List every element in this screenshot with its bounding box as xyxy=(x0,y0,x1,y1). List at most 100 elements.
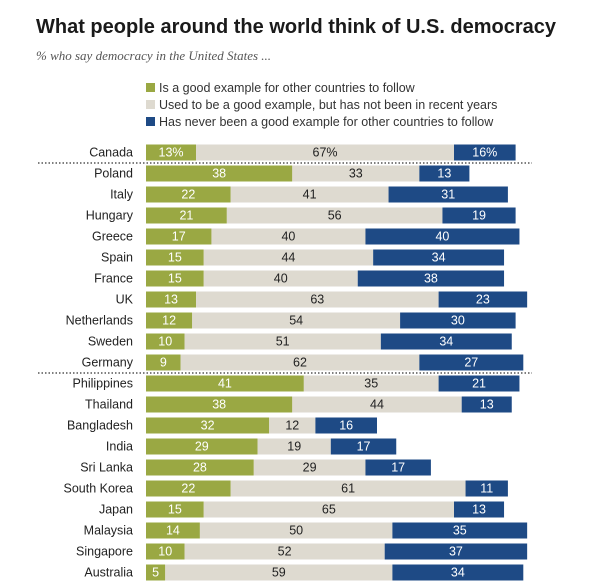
category-label-sweden: Sweden xyxy=(88,335,133,349)
bar-good-malaysia xyxy=(146,522,200,539)
bar-never-italy xyxy=(388,186,508,203)
data-label-good-sweden: 10 xyxy=(158,335,172,349)
data-label-good-thailand: 38 xyxy=(212,398,226,412)
bar-good-france xyxy=(146,270,204,287)
bar-good-uk xyxy=(146,291,197,308)
data-label-never-germany: 27 xyxy=(464,356,478,370)
bar-used-to-be-italy xyxy=(230,186,389,203)
legend-item-never: Has never been a good example for other … xyxy=(146,113,497,130)
bar-never-thailand xyxy=(461,396,512,413)
bar-never-greece xyxy=(365,228,520,245)
bar-good-germany xyxy=(146,354,181,371)
data-label-never-thailand: 13 xyxy=(480,398,494,412)
data-label-never-philippines: 21 xyxy=(472,377,486,391)
category-label-netherlands: Netherlands xyxy=(66,314,133,328)
data-label-good-australia: 5 xyxy=(152,566,159,580)
bar-used-to-be-japan xyxy=(203,501,454,518)
bar-never-singapore xyxy=(384,543,528,560)
data-label-good-japan: 15 xyxy=(168,503,182,517)
bar-never-germany xyxy=(419,354,524,371)
bar-good-india xyxy=(146,438,258,455)
bar-used-to-be-bangladesh xyxy=(269,417,316,434)
data-label-good-germany: 9 xyxy=(160,356,167,370)
bar-good-australia xyxy=(146,564,166,581)
bar-good-netherlands xyxy=(146,312,193,329)
data-label-used-to-be-sweden: 51 xyxy=(276,335,290,349)
data-label-never-australia: 34 xyxy=(451,566,465,580)
category-label-italy: Italy xyxy=(110,188,134,202)
data-label-good-india: 29 xyxy=(195,440,209,454)
bar-good-japan xyxy=(146,501,204,518)
data-label-used-to-be-australia: 59 xyxy=(272,566,286,580)
data-label-used-to-be-bangladesh: 12 xyxy=(285,419,299,433)
bar-never-australia xyxy=(392,564,524,581)
data-label-never-malaysia: 35 xyxy=(453,524,467,538)
bar-used-to-be-germany xyxy=(180,354,420,371)
bar-never-south-korea xyxy=(465,480,508,497)
category-label-japan: Japan xyxy=(99,503,133,517)
bar-good-canada xyxy=(146,144,197,161)
chart-title: What people around the world think of U.… xyxy=(36,16,557,38)
legend-label-used-to-be: Used to be a good example, but has not b… xyxy=(159,97,498,112)
legend-label-never: Has never been a good example for other … xyxy=(159,114,494,129)
data-label-used-to-be-uk: 63 xyxy=(310,293,324,307)
bar-never-malaysia xyxy=(392,522,528,539)
data-label-good-spain: 15 xyxy=(168,251,182,265)
data-label-never-south-korea: 11 xyxy=(480,482,493,496)
data-label-never-singapore: 37 xyxy=(449,545,463,559)
data-label-good-sri-lanka: 28 xyxy=(193,461,207,475)
data-label-good-bangladesh: 32 xyxy=(201,419,215,433)
data-label-used-to-be-italy: 41 xyxy=(303,188,317,202)
data-label-never-canada: 16% xyxy=(472,146,497,160)
data-label-good-france: 15 xyxy=(168,272,182,286)
bar-never-sri-lanka xyxy=(365,459,431,476)
data-label-good-malaysia: 14 xyxy=(166,524,180,538)
data-label-used-to-be-canada: 67% xyxy=(313,146,338,160)
data-label-used-to-be-poland: 33 xyxy=(349,167,363,181)
data-label-good-canada: 13% xyxy=(159,146,184,160)
data-label-good-greece: 17 xyxy=(172,230,186,244)
bar-never-india xyxy=(330,438,397,455)
data-label-used-to-be-hungary: 56 xyxy=(328,209,342,223)
bar-used-to-be-south-korea xyxy=(230,480,466,497)
data-label-used-to-be-india: 19 xyxy=(287,440,301,454)
data-label-good-italy: 22 xyxy=(181,188,195,202)
data-label-used-to-be-greece: 40 xyxy=(281,230,295,244)
bar-good-singapore xyxy=(146,543,185,560)
bar-good-poland xyxy=(146,165,293,182)
data-label-used-to-be-south-korea: 61 xyxy=(341,482,355,496)
data-label-used-to-be-singapore: 52 xyxy=(278,545,292,559)
bar-used-to-be-sri-lanka xyxy=(253,459,366,476)
bar-used-to-be-singapore xyxy=(184,543,385,560)
category-label-greece: Greece xyxy=(92,230,133,244)
data-label-good-south-korea: 22 xyxy=(181,482,195,496)
bar-never-hungary xyxy=(442,207,516,224)
bar-good-bangladesh xyxy=(146,417,270,434)
category-label-hungary: Hungary xyxy=(86,209,134,223)
bar-used-to-be-netherlands xyxy=(192,312,401,329)
data-label-never-japan: 13 xyxy=(472,503,486,517)
bar-good-spain xyxy=(146,249,204,266)
data-label-never-france: 38 xyxy=(424,272,438,286)
category-label-france: France xyxy=(94,272,133,286)
bar-never-sweden xyxy=(380,333,512,350)
bar-good-sweden xyxy=(146,333,185,350)
bar-good-sri-lanka xyxy=(146,459,254,476)
bar-used-to-be-poland xyxy=(292,165,420,182)
data-label-never-india: 17 xyxy=(357,440,371,454)
category-label-spain: Spain xyxy=(101,251,133,265)
data-label-used-to-be-netherlands: 54 xyxy=(289,314,303,328)
bar-used-to-be-india xyxy=(257,438,331,455)
bar-never-spain xyxy=(373,249,505,266)
category-label-poland: Poland xyxy=(94,167,133,181)
bar-used-to-be-france xyxy=(203,270,358,287)
data-label-good-uk: 13 xyxy=(164,293,178,307)
bar-never-france xyxy=(357,270,505,287)
bar-good-south-korea xyxy=(146,480,231,497)
bar-never-netherlands xyxy=(400,312,516,329)
category-label-malaysia: Malaysia xyxy=(84,524,133,538)
chart-subtitle: % who say democracy in the United States… xyxy=(36,48,272,63)
data-label-used-to-be-spain: 44 xyxy=(281,251,295,265)
data-label-good-singapore: 10 xyxy=(158,545,172,559)
